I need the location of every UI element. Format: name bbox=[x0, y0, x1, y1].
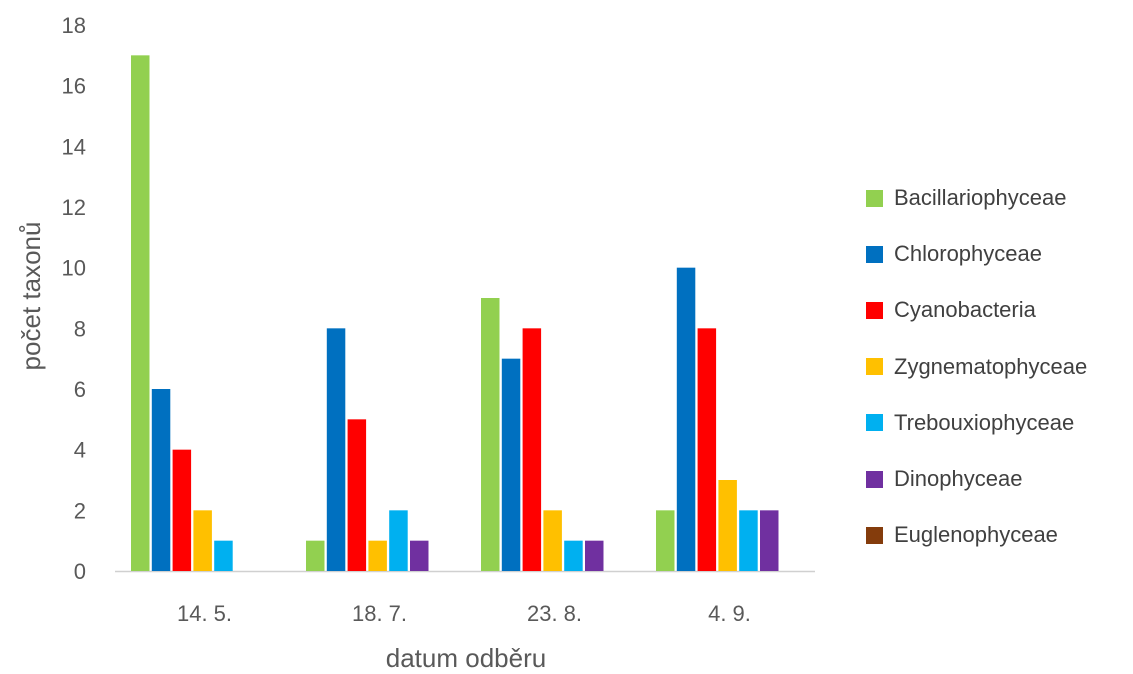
bar-trebouxiophyceae-3 bbox=[739, 510, 758, 571]
bar-zygnematophyceae-1 bbox=[368, 540, 387, 571]
legend-item-cyanobacteria: Cyanobacteria bbox=[866, 282, 1087, 338]
y-tick-label: 12 bbox=[62, 195, 86, 220]
legend-swatch bbox=[866, 301, 883, 319]
x-axis-title: datum odběru bbox=[386, 643, 546, 669]
legend-item-dinophyceae: Dinophyceae bbox=[866, 451, 1087, 507]
y-tick-label: 18 bbox=[62, 13, 86, 38]
legend-label: Euglenophyceae bbox=[894, 522, 1058, 548]
y-tick-label: 6 bbox=[74, 377, 86, 402]
y-tick-label: 0 bbox=[74, 559, 86, 584]
legend-swatch bbox=[866, 414, 883, 432]
bar-cyanobacteria-2 bbox=[522, 328, 542, 571]
x-tick-label: 4. 9. bbox=[708, 601, 751, 626]
y-axis-title: počet taxonů bbox=[16, 222, 46, 371]
y-tick-label: 4 bbox=[74, 438, 86, 463]
legend-label: Zygnematophyceae bbox=[894, 353, 1088, 379]
legend-item-zygnematophyceae: Zygnematophyceae bbox=[866, 339, 1087, 395]
bar-zygnematophyceae-3 bbox=[718, 480, 737, 571]
legend-swatch bbox=[866, 470, 883, 488]
y-tick-label: 10 bbox=[62, 256, 86, 281]
bar-trebouxiophyceae-1 bbox=[389, 510, 408, 571]
bar-chlorophyceae-1 bbox=[326, 328, 346, 571]
legend-label: Dinophyceae bbox=[894, 466, 1023, 492]
bar-cyanobacteria-3 bbox=[697, 328, 717, 571]
bar-trebouxiophyceae-2 bbox=[564, 540, 583, 571]
y-tick-label: 14 bbox=[62, 134, 86, 159]
legend-swatch bbox=[866, 358, 883, 376]
bar-zygnematophyceae-2 bbox=[543, 510, 562, 571]
bar-dinophyceae-2 bbox=[585, 540, 604, 571]
y-tick-label: 16 bbox=[62, 74, 86, 99]
legend-swatch bbox=[866, 245, 883, 263]
legend-label: Chlorophyceae bbox=[894, 241, 1042, 267]
legend-item-bacillariophyceae: Bacillariophyceae bbox=[866, 170, 1087, 226]
bar-cyanobacteria-0 bbox=[172, 449, 192, 571]
bar-dinophyceae-3 bbox=[760, 510, 779, 571]
legend-item-euglenophyceae: Euglenophyceae bbox=[866, 507, 1087, 563]
chart-legend: Bacillariophyceae Chlorophyceae Cyanobacte… bbox=[866, 170, 1087, 563]
bar-bacillariophyceae-0 bbox=[131, 55, 150, 572]
bar-zygnematophyceae-0 bbox=[193, 510, 212, 571]
x-tick-label: 18. 7. bbox=[352, 601, 407, 626]
legend-label: Trebouxiophyceae bbox=[894, 409, 1075, 435]
legend-label: Cyanobacteria bbox=[894, 297, 1036, 323]
bar-trebouxiophyceae-0 bbox=[214, 540, 233, 571]
legend-item-trebouxiophyceae: Trebouxiophyceae bbox=[866, 395, 1087, 451]
bar-bacillariophyceae-1 bbox=[306, 540, 325, 571]
bar-bacillariophyceae-3 bbox=[656, 510, 675, 571]
bar-chlorophyceae-2 bbox=[501, 358, 521, 571]
bar-dinophyceae-1 bbox=[410, 540, 429, 571]
bar-chlorophyceae-0 bbox=[151, 389, 171, 571]
bar-chlorophyceae-3 bbox=[676, 267, 696, 571]
y-tick-label: 2 bbox=[74, 498, 86, 523]
legend-label: Bacillariophyceae bbox=[894, 185, 1067, 211]
bar-bacillariophyceae-2 bbox=[481, 298, 500, 571]
x-tick-label: 23. 8. bbox=[527, 601, 582, 626]
x-tick-label: 14. 5. bbox=[177, 601, 232, 626]
y-tick-label: 8 bbox=[74, 316, 86, 341]
legend-swatch bbox=[866, 526, 883, 544]
legend-swatch bbox=[866, 189, 883, 207]
legend-item-chlorophyceae: Chlorophyceae bbox=[866, 226, 1087, 282]
bar-cyanobacteria-1 bbox=[347, 419, 367, 571]
